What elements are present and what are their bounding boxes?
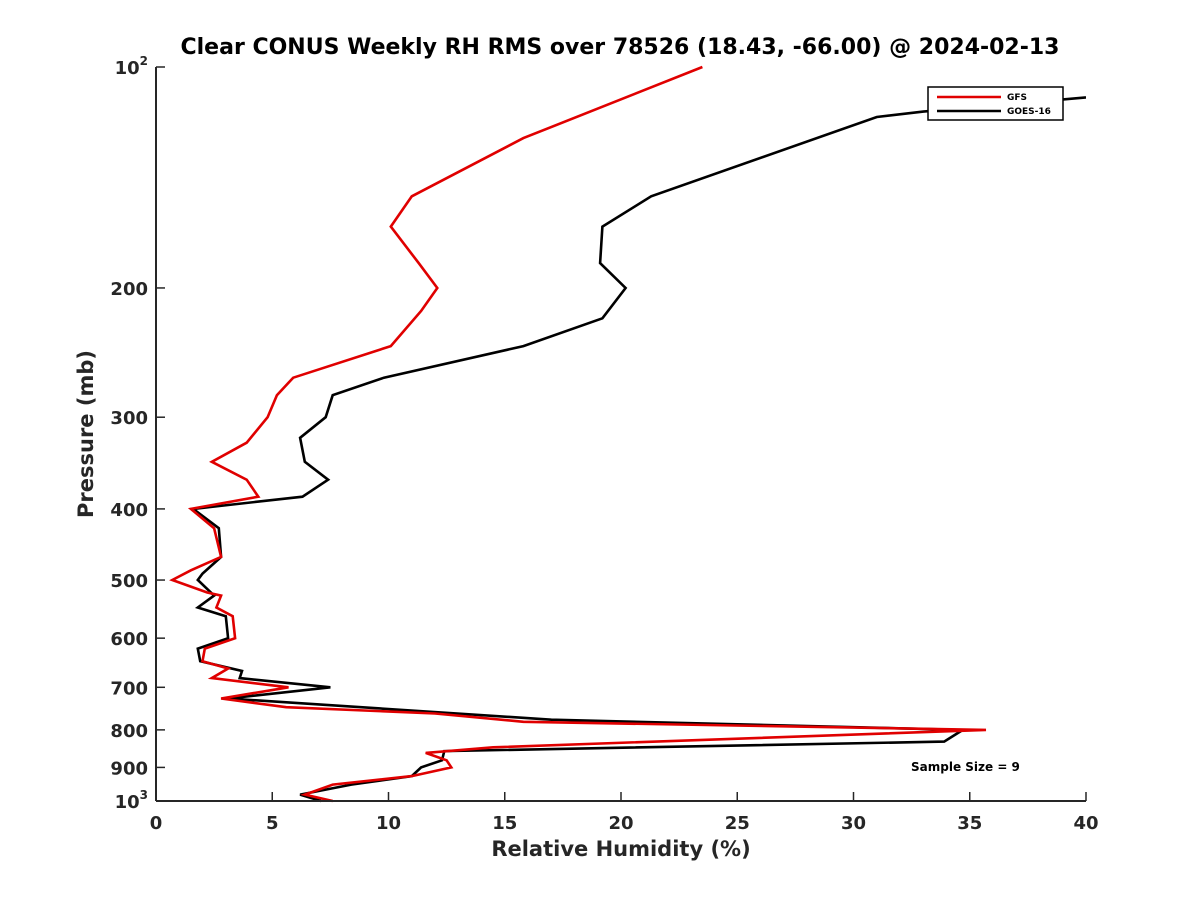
legend-box [927, 86, 1064, 121]
x-tick-label: 25 [725, 813, 750, 834]
y-tick-label: 102 [115, 54, 148, 79]
x-tick-label: 5 [266, 813, 279, 834]
x-tick-label: 0 [150, 813, 163, 834]
legend-label-goes: GOES-16 [1007, 107, 1051, 117]
plot-area [156, 67, 1086, 801]
y-tick-label: 600 [110, 629, 148, 650]
x-tick-label: 20 [608, 813, 633, 834]
x-tick-label: 15 [492, 813, 517, 834]
y-tick-label: 400 [110, 500, 148, 521]
legend: GFS GOES-16 [927, 86, 1064, 121]
x-tick-label: 30 [841, 813, 866, 834]
y-tick-label: 800 [110, 721, 148, 742]
x-axis-label: Relative Humidity (%) [491, 837, 750, 861]
y-tick-label: 700 [110, 678, 148, 699]
y-axis-label: Pressure (mb) [74, 350, 98, 518]
sample-size-annotation: Sample Size = 9 [911, 760, 1020, 774]
x-ticks: 0 5 10 15 20 25 30 35 40 [150, 792, 1099, 834]
y-ticks: 102 200 300 400 500 600 700 800 900 103 [110, 54, 165, 813]
chart-title: Clear CONUS Weekly RH RMS over 78526 (18… [181, 35, 1060, 60]
x-tick-label: 10 [376, 813, 401, 834]
x-tick-label: 35 [957, 813, 982, 834]
series-line-gfs [169, 65, 987, 803]
legend-label-gfs: GFS [1007, 93, 1027, 103]
y-tick-label: 103 [115, 788, 148, 813]
series-line-goes-16 [189, 96, 1086, 803]
y-tick-label: 900 [110, 758, 148, 779]
x-tick-label: 40 [1073, 813, 1098, 834]
y-tick-label: 200 [110, 279, 148, 300]
y-tick-label: 300 [110, 408, 148, 429]
y-tick-label: 500 [110, 571, 148, 592]
series-layer [169, 65, 1086, 803]
